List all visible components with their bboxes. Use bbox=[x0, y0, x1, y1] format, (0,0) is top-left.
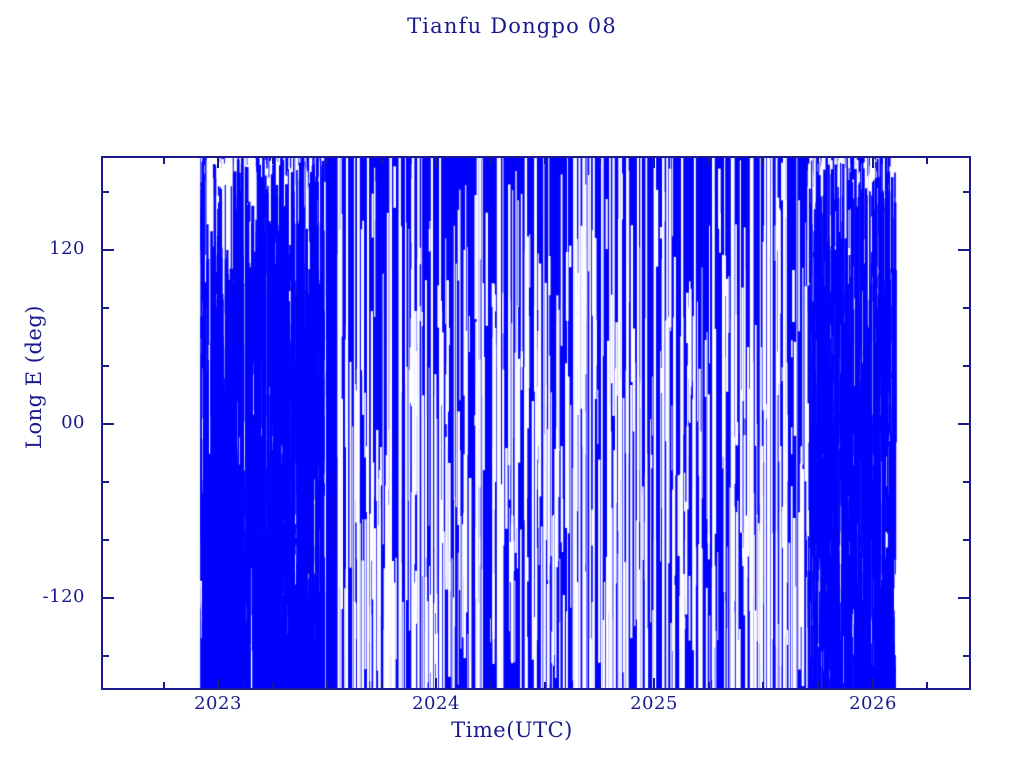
xtick-minor-top bbox=[762, 156, 764, 164]
xtick-major-2023 bbox=[217, 678, 219, 690]
xtick-minor bbox=[381, 682, 383, 690]
xtick-major-2026-top bbox=[872, 156, 874, 168]
ytick-minor bbox=[101, 365, 109, 367]
x-axis-title: Time(UTC) bbox=[451, 718, 573, 742]
ytick-minor-right bbox=[963, 539, 971, 541]
xtick-major-2025-top bbox=[653, 156, 655, 168]
xtick-label-2026: 2026 bbox=[849, 693, 897, 714]
xtick-label-2023: 2023 bbox=[194, 693, 242, 714]
xtick-minor-top bbox=[326, 156, 328, 164]
xtick-major-2024 bbox=[435, 678, 437, 690]
xtick-minor-top bbox=[708, 156, 710, 164]
xtick-minor bbox=[490, 682, 492, 690]
y-axis-title: Long E (deg) bbox=[22, 305, 46, 449]
xtick-minor bbox=[272, 682, 274, 690]
ytick-label-neg120: -120 bbox=[42, 586, 85, 607]
xtick-minor bbox=[163, 682, 165, 690]
ytick-major-neg120-right bbox=[958, 597, 971, 599]
xtick-minor bbox=[544, 682, 546, 690]
xtick-minor-top bbox=[490, 156, 492, 164]
ytick-minor bbox=[101, 481, 109, 483]
ytick-label-0: 00 bbox=[61, 412, 85, 433]
xtick-minor-top bbox=[381, 156, 383, 164]
xtick-minor-top bbox=[926, 156, 928, 164]
ytick-major-0-right bbox=[958, 423, 971, 425]
data-series-canvas bbox=[103, 158, 969, 688]
ytick-minor bbox=[101, 655, 109, 657]
xtick-minor bbox=[326, 682, 328, 690]
xtick-minor-top bbox=[163, 156, 165, 164]
chart-title: Tianfu Dongpo 08 bbox=[407, 14, 617, 38]
xtick-minor-top bbox=[817, 156, 819, 164]
ytick-major-neg120 bbox=[101, 597, 114, 599]
ytick-label-120: 120 bbox=[49, 238, 85, 259]
xtick-minor bbox=[926, 682, 928, 690]
xtick-label-2025: 2025 bbox=[630, 693, 678, 714]
xtick-label-2024: 2024 bbox=[412, 693, 460, 714]
plot-area bbox=[101, 156, 971, 690]
ytick-major-0 bbox=[101, 423, 114, 425]
ytick-minor-right bbox=[963, 191, 971, 193]
xtick-major-2023-top bbox=[217, 156, 219, 168]
ytick-minor-right bbox=[963, 481, 971, 483]
ytick-minor-right bbox=[963, 307, 971, 309]
ytick-major-120 bbox=[101, 249, 114, 251]
xtick-minor bbox=[762, 682, 764, 690]
ytick-minor bbox=[101, 539, 109, 541]
xtick-minor-top bbox=[272, 156, 274, 164]
xtick-minor bbox=[708, 682, 710, 690]
xtick-major-2026 bbox=[872, 678, 874, 690]
ytick-minor bbox=[101, 191, 109, 193]
xtick-minor-top bbox=[599, 156, 601, 164]
xtick-minor-top bbox=[544, 156, 546, 164]
ytick-minor bbox=[101, 307, 109, 309]
ytick-major-120-right bbox=[958, 249, 971, 251]
xtick-major-2025 bbox=[653, 678, 655, 690]
xtick-minor bbox=[599, 682, 601, 690]
xtick-minor bbox=[817, 682, 819, 690]
ytick-minor-right bbox=[963, 365, 971, 367]
xtick-major-2024-top bbox=[435, 156, 437, 168]
ytick-minor-right bbox=[963, 655, 971, 657]
